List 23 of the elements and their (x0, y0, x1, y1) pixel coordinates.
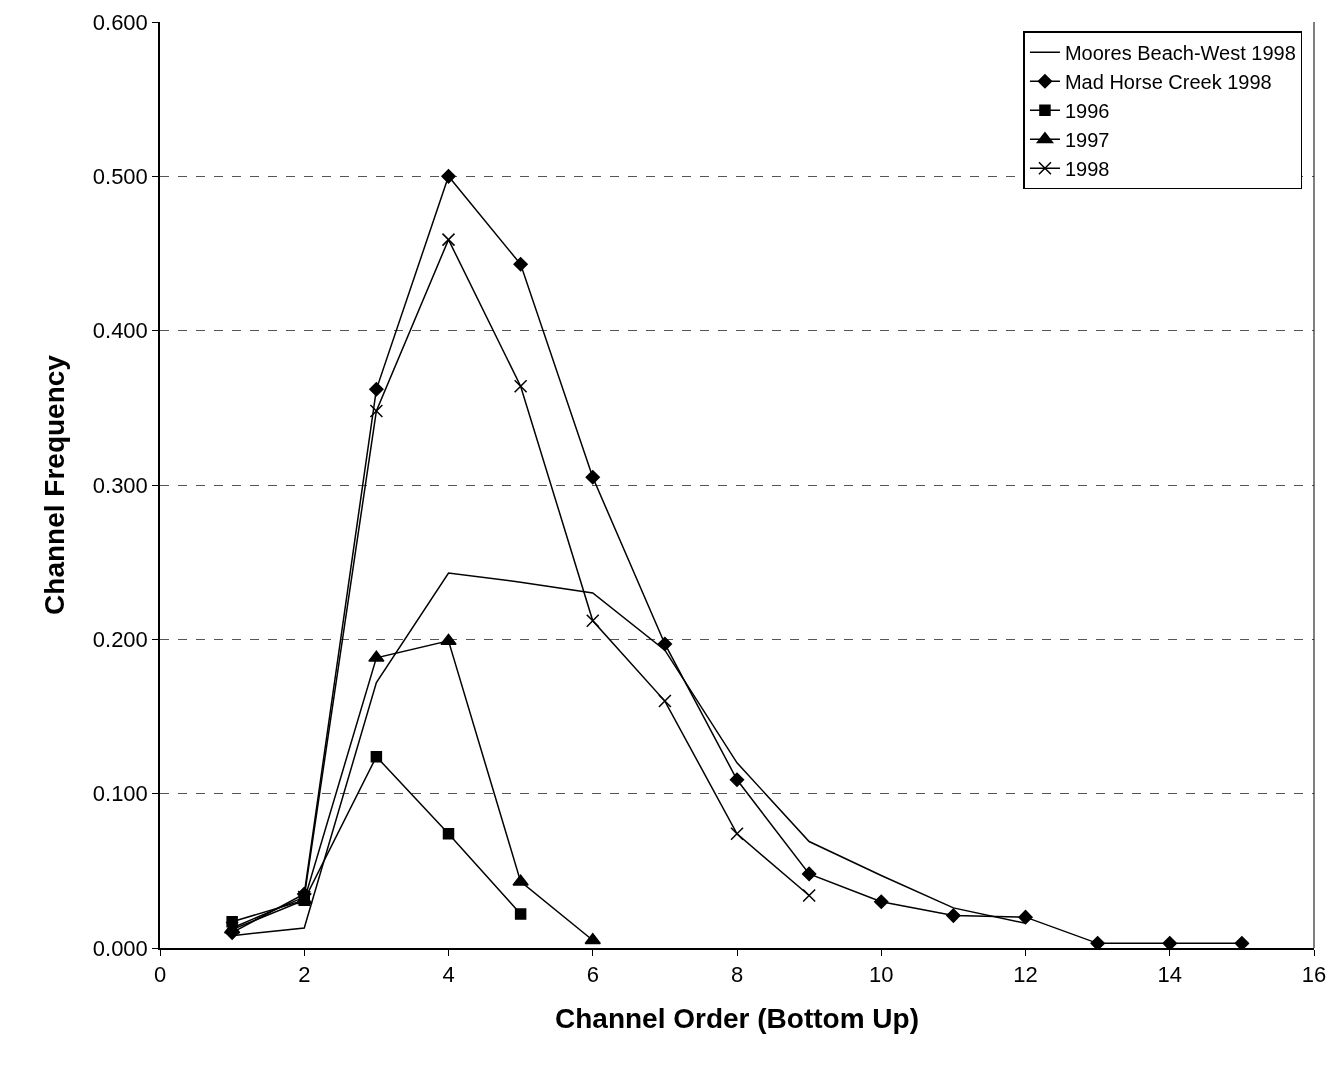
y-tick-label: 0.100 (92, 781, 148, 807)
x-tick-label: 2 (298, 962, 311, 988)
x-tick-label: 4 (442, 962, 455, 988)
legend-label: Moores Beach-West 1998 (1064, 42, 1296, 65)
y-tick-label: 0.500 (92, 164, 148, 190)
y-tick-label: 0.600 (92, 9, 148, 35)
x-tick-label: 14 (1157, 962, 1182, 988)
x-tick-label: 16 (1301, 962, 1327, 988)
legend-label: 1997 (1064, 129, 1110, 152)
y-axis-title: Channel Frequency (38, 354, 70, 615)
legend-label: 1996 (1064, 100, 1110, 123)
x-tick-label: 12 (1013, 962, 1038, 988)
y-tick-label: 0.000 (92, 935, 148, 961)
x-tick-label: 6 (586, 962, 599, 988)
y-tick-label: 0.200 (92, 627, 148, 653)
x-tick-label: 0 (153, 962, 167, 988)
y-tick-label: 0.400 (92, 318, 148, 344)
x-tick-label: 8 (730, 962, 744, 988)
x-tick-label: 10 (869, 962, 894, 988)
legend-label: Mad Horse Creek 1998 (1064, 71, 1272, 94)
x-axis-title: Channel Order (Bottom Up) (555, 1002, 919, 1034)
legend-label: 1998 (1064, 158, 1110, 181)
y-tick-label: 0.300 (92, 472, 148, 498)
